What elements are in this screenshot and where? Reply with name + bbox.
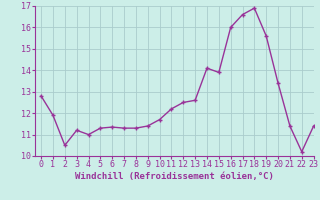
X-axis label: Windchill (Refroidissement éolien,°C): Windchill (Refroidissement éolien,°C) — [75, 172, 274, 181]
